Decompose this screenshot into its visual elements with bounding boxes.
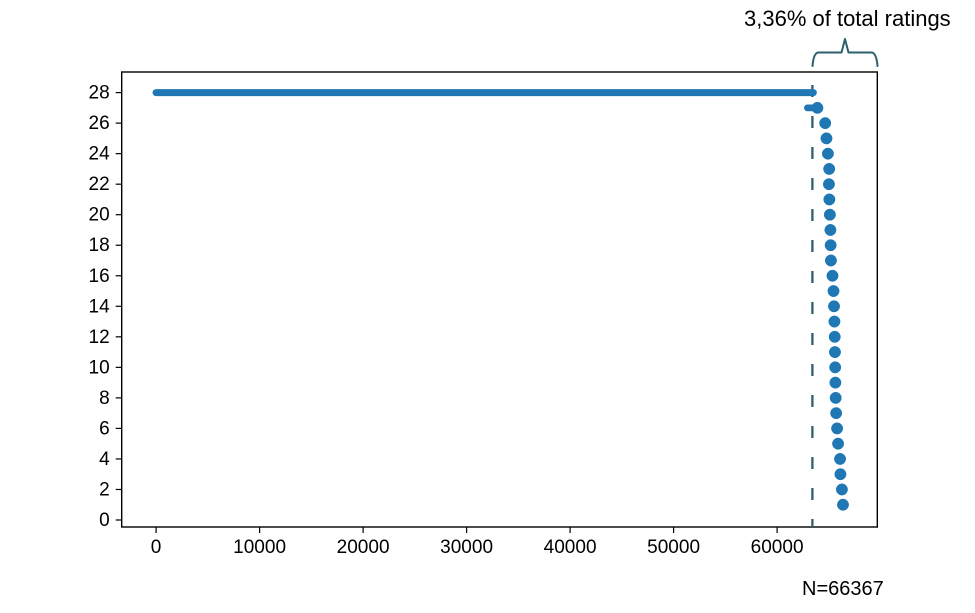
svg-text:6: 6 xyxy=(99,418,110,439)
svg-text:26: 26 xyxy=(89,113,110,134)
svg-text:22: 22 xyxy=(89,174,110,195)
svg-text:50000: 50000 xyxy=(647,537,700,558)
svg-text:20: 20 xyxy=(89,205,110,226)
svg-text:20000: 20000 xyxy=(337,537,390,558)
svg-text:8: 8 xyxy=(99,388,110,409)
svg-text:28: 28 xyxy=(89,83,110,104)
svg-text:16: 16 xyxy=(89,266,110,287)
svg-text:18: 18 xyxy=(89,235,110,256)
svg-text:2: 2 xyxy=(99,479,110,500)
svg-text:60000: 60000 xyxy=(751,537,804,558)
svg-text:12: 12 xyxy=(89,327,110,348)
svg-text:10: 10 xyxy=(89,357,110,378)
svg-text:14: 14 xyxy=(89,296,111,317)
svg-text:0: 0 xyxy=(99,510,110,531)
svg-text:30000: 30000 xyxy=(440,537,493,558)
svg-text:10000: 10000 xyxy=(233,537,286,558)
svg-text:0: 0 xyxy=(151,537,162,558)
svg-text:24: 24 xyxy=(89,144,111,165)
svg-text:4: 4 xyxy=(99,449,110,470)
svg-text:40000: 40000 xyxy=(544,537,597,558)
